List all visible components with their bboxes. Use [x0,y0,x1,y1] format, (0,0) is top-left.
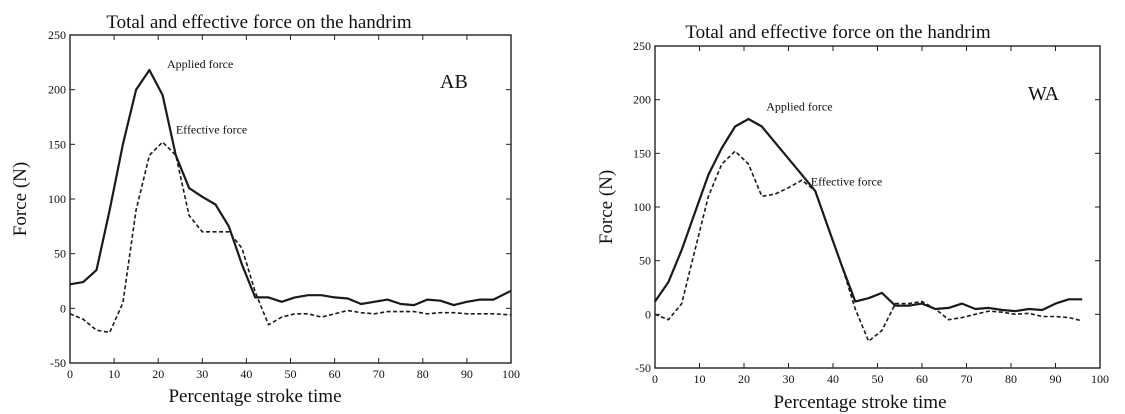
effective-force-line [69,141,512,334]
x-tick-label: 0 [67,367,73,381]
y-tick-label: 200 [633,93,651,107]
x-tick-label: 70 [961,372,973,386]
y-tick-label: 250 [633,39,651,53]
series-annotation: Effective force [176,122,247,136]
x-tick-label: 20 [738,372,750,386]
x-tick-label: 60 [329,367,341,381]
y-tick-label: 250 [48,28,66,42]
series-layer [69,68,512,334]
y-tick-label: 50 [54,247,66,261]
series-layer [654,117,1083,343]
y-tick-label: 100 [48,192,66,206]
chart-panel-wa: Total and effective force on the handrim… [596,22,1109,413]
annotation-layer: Applied force Effective force [167,57,247,137]
x-tick-label: 80 [417,367,429,381]
x-tick-label: 20 [152,367,164,381]
x-tick-label: 0 [652,372,658,386]
series-annotation: Applied force [167,57,233,71]
chart-panel-ab: Total and effective force on the handrim… [10,12,520,407]
x-tick-label: 100 [502,367,520,381]
y-axis-label: Force (N) [10,162,31,236]
y-tick-label: 0 [645,307,651,321]
x-axis-label: Percentage stroke time [168,386,341,407]
y-tick-label: 0 [60,301,66,315]
x-tick-label: 80 [1005,372,1017,386]
chart-title: Total and effective force on the handrim [685,22,991,43]
y-tick-label: -50 [50,356,66,370]
applied-force-line [69,68,512,307]
x-tick-label: 50 [872,372,884,386]
series-annotation: Effective force [811,175,882,189]
x-tick-label: 30 [783,372,795,386]
annotation-layer: Applied force Effective force [766,99,882,188]
y-tick-label: -50 [635,361,651,375]
x-tick-label: 60 [916,372,928,386]
x-tick-label: 50 [285,367,297,381]
y-axis-label: Force (N) [596,170,617,244]
panel-label: AB [440,71,468,93]
y-tick-label: 100 [633,200,651,214]
y-tick-label: 200 [48,83,66,97]
x-tick-label: 30 [196,367,208,381]
applied-force-line [654,117,1083,313]
y-tick-label: 150 [48,137,66,151]
x-tick-label: 70 [373,367,385,381]
x-tick-label: 90 [461,367,473,381]
x-tick-label: 90 [1050,372,1062,386]
x-axis-label: Percentage stroke time [773,392,946,413]
series-annotation: Applied force [766,99,832,113]
x-tick-label: 10 [694,372,706,386]
y-tick-label: 150 [633,146,651,160]
y-tick-label: 50 [639,254,651,268]
x-tick-label: 10 [108,367,120,381]
x-tick-label: 40 [827,372,839,386]
panel-label: WA [1028,83,1060,105]
x-tick-label: 100 [1091,372,1109,386]
chart-title: Total and effective force on the handrim [106,12,412,33]
x-tick-label: 40 [240,367,252,381]
